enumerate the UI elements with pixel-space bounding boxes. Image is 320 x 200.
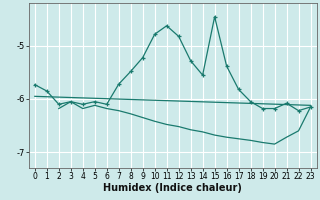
X-axis label: Humidex (Indice chaleur): Humidex (Indice chaleur): [103, 183, 242, 193]
